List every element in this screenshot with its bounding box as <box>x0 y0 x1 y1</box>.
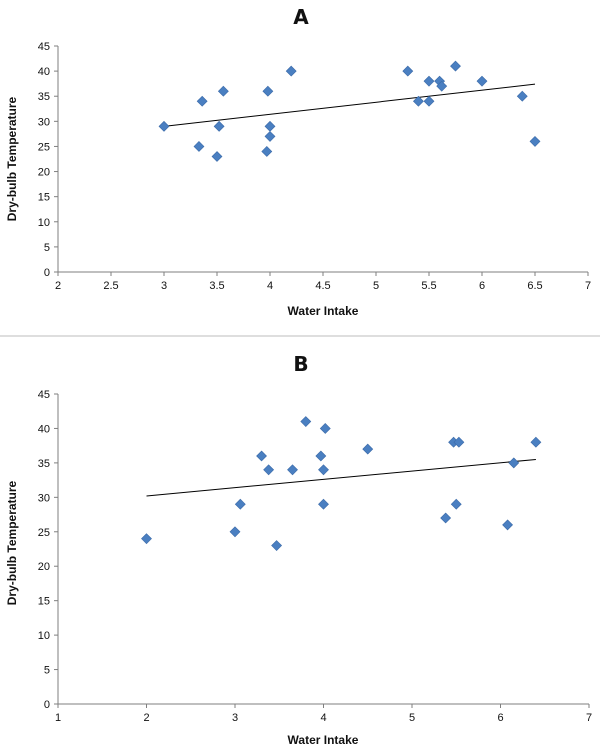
data-point <box>196 95 208 107</box>
data-point <box>318 464 329 476</box>
y-tick-label: 45 <box>38 389 50 401</box>
y-tick-label: 25 <box>38 527 50 539</box>
x-tick-label: 4 <box>267 280 273 292</box>
data-point <box>412 95 424 107</box>
y-tick-label: 30 <box>38 492 50 504</box>
data-point <box>440 512 452 524</box>
scatter-chart-b: B Dry-bulb Temperature Water Intake 0 5 10… <box>5 352 592 747</box>
data-point <box>262 85 274 97</box>
y-tick-label: 30 <box>38 116 50 128</box>
x-tick-label: 4.5 <box>315 280 330 292</box>
y-tick-label: 20 <box>38 561 50 573</box>
x-axis-label: Water Intake <box>288 304 359 318</box>
data-point <box>318 498 329 510</box>
x-tick-label: 2 <box>55 280 61 292</box>
data-point <box>229 526 241 538</box>
data-point <box>211 151 223 162</box>
data-point <box>271 540 283 551</box>
y-tick-label: 0 <box>44 267 50 279</box>
data-point <box>193 141 205 152</box>
data-point <box>263 464 275 476</box>
y-tick-label: 20 <box>38 167 50 179</box>
x-tick-label: 6.5 <box>527 280 542 292</box>
trendline <box>163 83 536 127</box>
y-tick-label: 40 <box>38 66 50 78</box>
x-axis-label: Water Intake <box>288 733 359 747</box>
y-tick-label: 15 <box>38 596 50 608</box>
data-point <box>529 135 541 147</box>
chart-title: B <box>293 352 308 376</box>
data-point <box>315 450 327 462</box>
data-point <box>217 85 229 97</box>
y-tick-label: 0 <box>44 699 50 711</box>
data-point <box>141 533 152 545</box>
data-point <box>287 464 298 476</box>
data-point <box>436 80 448 92</box>
y-tick-label: 10 <box>38 217 50 229</box>
data-point <box>256 450 267 462</box>
x-tick-label: 6 <box>497 712 503 724</box>
data-point <box>319 423 331 434</box>
y-tick-label: 35 <box>38 91 50 103</box>
x-tick-label: 2 <box>143 712 149 724</box>
data-point <box>234 498 246 510</box>
x-tick-label: 5 <box>373 280 379 292</box>
data-point <box>285 65 297 77</box>
data-point <box>508 457 520 469</box>
y-tick-label: 45 <box>38 41 50 53</box>
data-point <box>362 443 374 455</box>
data-point <box>502 519 514 531</box>
data-point <box>264 120 276 132</box>
data-point <box>300 416 312 427</box>
data-point <box>213 120 225 132</box>
x-tick-label: 7 <box>585 280 591 292</box>
data-point <box>450 498 462 510</box>
y-tick-label: 25 <box>38 141 50 153</box>
data-point <box>423 75 435 87</box>
data-point <box>402 65 414 77</box>
data-point <box>261 146 273 157</box>
y-axis-label: Dry-bulb Temperature <box>5 480 19 605</box>
x-tick-label: 2.5 <box>103 280 118 292</box>
scatter-chart-a: A Dry-bulb Temperature Water Intake 0 5 10… <box>5 5 591 318</box>
y-tick-label: 15 <box>38 192 50 204</box>
data-point <box>516 90 528 102</box>
data-point <box>158 120 170 132</box>
x-tick-label: 3.5 <box>209 280 224 292</box>
data-point <box>530 436 542 448</box>
x-tick-label: 4 <box>320 712 326 724</box>
y-tick-label: 10 <box>38 630 50 642</box>
data-point <box>423 95 435 107</box>
y-axis-label: Dry-bulb Temperature <box>5 96 19 221</box>
x-tick-label: 6 <box>479 280 485 292</box>
data-points <box>158 60 541 162</box>
x-tick-label: 5 <box>409 712 415 724</box>
tick-labels: 0 5 10 15 20 25 30 35 40 45 2 2.5 3 3.5 4 4.5 5 5.5 6 6.5 7 <box>38 41 591 292</box>
data-point <box>453 436 465 448</box>
x-tick-label: 1 <box>55 712 61 724</box>
y-tick-label: 35 <box>38 458 50 470</box>
x-tick-label: 7 <box>586 712 592 724</box>
chart-title: A <box>293 5 309 29</box>
data-point <box>450 60 461 72</box>
x-tick-label: 3 <box>161 280 167 292</box>
x-tick-label: 5.5 <box>421 280 436 292</box>
y-tick-label: 5 <box>44 665 50 677</box>
x-tick-label: 3 <box>232 712 238 724</box>
trendline <box>146 458 536 497</box>
data-point <box>476 75 488 87</box>
data-points <box>141 416 542 551</box>
y-tick-label: 40 <box>38 423 50 435</box>
y-tick-label: 5 <box>44 242 50 254</box>
data-point <box>264 130 276 142</box>
